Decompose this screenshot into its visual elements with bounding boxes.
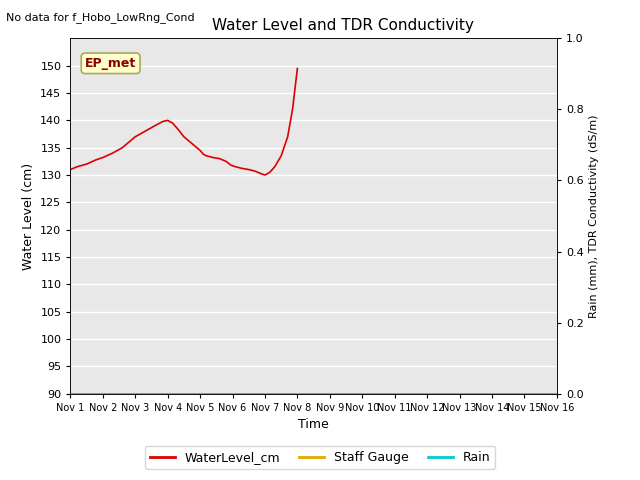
Text: No data for f_Hobo_LowRng_Cond: No data for f_Hobo_LowRng_Cond	[6, 12, 195, 23]
X-axis label: Time: Time	[298, 418, 329, 431]
Text: EP_met: EP_met	[85, 57, 136, 70]
Title: Water Level and TDR Conductivity: Water Level and TDR Conductivity	[212, 18, 474, 33]
Y-axis label: Rain (mm), TDR Conductivity (dS/m): Rain (mm), TDR Conductivity (dS/m)	[589, 114, 599, 318]
Y-axis label: Water Level (cm): Water Level (cm)	[22, 162, 35, 270]
Legend: WaterLevel_cm, Staff Gauge, Rain: WaterLevel_cm, Staff Gauge, Rain	[145, 446, 495, 469]
